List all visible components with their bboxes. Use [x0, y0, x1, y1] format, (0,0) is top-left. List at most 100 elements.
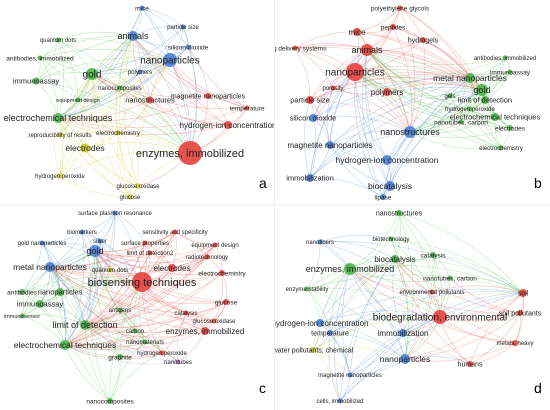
keyword-node[interactable]: [383, 88, 391, 96]
keyword-node[interactable]: [304, 286, 310, 292]
keyword-node[interactable]: [142, 339, 148, 345]
keyword-node[interactable]: [112, 210, 118, 216]
keyword-node[interactable]: [19, 313, 25, 319]
keyword-node[interactable]: [388, 236, 394, 242]
keyword-node[interactable]: [180, 24, 186, 30]
keyword-node[interactable]: [344, 263, 356, 275]
keyword-node[interactable]: [502, 55, 508, 61]
keyword-node[interactable]: [45, 262, 55, 272]
keyword-node[interactable]: [447, 93, 453, 99]
keyword-node[interactable]: [146, 96, 154, 104]
keyword-node[interactable]: [224, 121, 232, 129]
keyword-node[interactable]: [159, 350, 165, 356]
keyword-node[interactable]: [316, 319, 324, 327]
keyword-node[interactable]: [211, 318, 217, 324]
keyword-node[interactable]: [115, 130, 121, 136]
keyword-node[interactable]: [97, 238, 103, 244]
keyword-node[interactable]: [382, 155, 392, 165]
keyword-node[interactable]: [32, 77, 40, 85]
keyword-node[interactable]: [244, 105, 250, 111]
keyword-node[interactable]: [53, 113, 63, 123]
keyword-node[interactable]: [391, 255, 399, 263]
keyword-node[interactable]: [306, 96, 314, 104]
keyword-node[interactable]: [399, 329, 407, 337]
keyword-node[interactable]: [37, 55, 43, 61]
keyword-node[interactable]: [36, 300, 44, 308]
keyword-node[interactable]: [380, 194, 386, 200]
keyword-node[interactable]: [309, 114, 317, 122]
keyword-node[interactable]: [361, 44, 373, 56]
keyword-node[interactable]: [390, 24, 396, 30]
keyword-node[interactable]: [317, 239, 323, 245]
keyword-node[interactable]: [107, 398, 113, 404]
keyword-node[interactable]: [172, 229, 178, 235]
keyword-node[interactable]: [330, 85, 336, 91]
keyword-node[interactable]: [75, 97, 81, 103]
keyword-node[interactable]: [385, 181, 395, 191]
keyword-node[interactable]: [86, 68, 98, 80]
keyword-node[interactable]: [117, 85, 123, 91]
keyword-node[interactable]: [292, 45, 298, 51]
keyword-node[interactable]: [353, 28, 361, 36]
keyword-node[interactable]: [178, 141, 202, 165]
keyword-node[interactable]: [476, 84, 488, 96]
keyword-node[interactable]: [306, 174, 314, 182]
keyword-node[interactable]: [163, 53, 177, 67]
keyword-node[interactable]: [117, 354, 123, 360]
keyword-node[interactable]: [519, 289, 527, 297]
keyword-node[interactable]: [347, 372, 353, 378]
keyword-node[interactable]: [183, 310, 189, 316]
keyword-node[interactable]: [498, 145, 504, 151]
keyword-node[interactable]: [142, 240, 148, 246]
keyword-node[interactable]: [185, 44, 191, 50]
keyword-node[interactable]: [481, 96, 489, 104]
keyword-node[interactable]: [467, 361, 473, 367]
keyword-node[interactable]: [168, 264, 176, 272]
keyword-node[interactable]: [39, 240, 45, 246]
keyword-node[interactable]: [135, 183, 141, 189]
keyword-node[interactable]: [89, 245, 101, 257]
keyword-node[interactable]: [55, 37, 61, 43]
keyword-node[interactable]: [139, 5, 145, 11]
keyword-node[interactable]: [219, 270, 225, 276]
keyword-node[interactable]: [57, 132, 63, 138]
keyword-node[interactable]: [212, 242, 218, 248]
keyword-node[interactable]: [400, 354, 410, 364]
keyword-node[interactable]: [467, 106, 473, 112]
keyword-node[interactable]: [491, 113, 499, 121]
keyword-node[interactable]: [80, 143, 90, 153]
keyword-node[interactable]: [147, 250, 153, 256]
keyword-node[interactable]: [458, 119, 464, 125]
keyword-node[interactable]: [430, 252, 436, 258]
keyword-node[interactable]: [175, 359, 181, 365]
keyword-node[interactable]: [201, 327, 209, 335]
keyword-node[interactable]: [397, 5, 403, 11]
keyword-node[interactable]: [79, 229, 85, 235]
keyword-node[interactable]: [137, 69, 143, 75]
keyword-node[interactable]: [433, 310, 447, 324]
keyword-node[interactable]: [420, 37, 426, 43]
keyword-node[interactable]: [19, 289, 25, 295]
keyword-node[interactable]: [310, 347, 316, 353]
keyword-node[interactable]: [56, 288, 64, 296]
keyword-node[interactable]: [107, 267, 113, 273]
keyword-node[interactable]: [507, 125, 513, 131]
keyword-node[interactable]: [205, 93, 211, 99]
keyword-node[interactable]: [465, 73, 475, 83]
keyword-node[interactable]: [57, 173, 63, 179]
keyword-node[interactable]: [512, 340, 518, 346]
keyword-node[interactable]: [517, 310, 523, 316]
keyword-node[interactable]: [132, 328, 138, 334]
keyword-node[interactable]: [223, 299, 229, 305]
keyword-node[interactable]: [396, 210, 402, 216]
keyword-node[interactable]: [507, 69, 513, 75]
keyword-node[interactable]: [337, 398, 343, 404]
keyword-node[interactable]: [132, 272, 152, 292]
keyword-node[interactable]: [204, 254, 210, 260]
keyword-node[interactable]: [117, 307, 123, 313]
keyword-node[interactable]: [128, 31, 138, 41]
keyword-node[interactable]: [127, 194, 133, 200]
keyword-node[interactable]: [447, 275, 453, 281]
keyword-node[interactable]: [346, 63, 364, 81]
keyword-node[interactable]: [80, 320, 90, 330]
